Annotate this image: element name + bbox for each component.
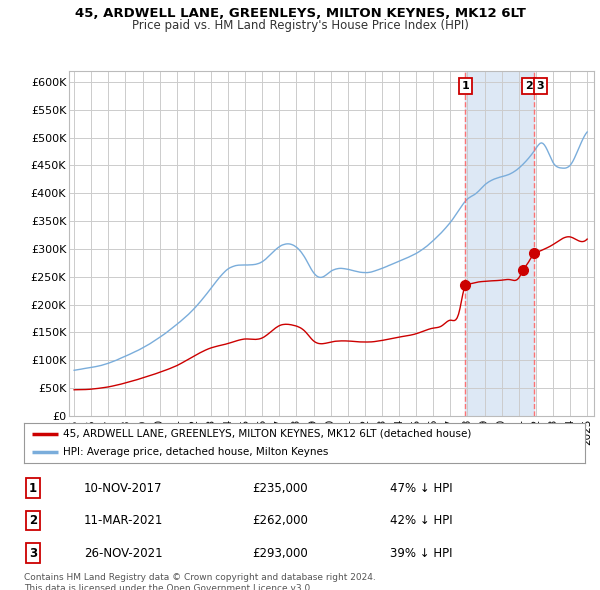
Text: 42% ↓ HPI: 42% ↓ HPI	[390, 514, 452, 527]
Text: 3: 3	[536, 81, 544, 91]
Text: 2: 2	[29, 514, 37, 527]
Text: 45, ARDWELL LANE, GREENLEYS, MILTON KEYNES, MK12 6LT: 45, ARDWELL LANE, GREENLEYS, MILTON KEYN…	[74, 7, 526, 20]
Text: £293,000: £293,000	[252, 546, 308, 560]
Text: 10-NOV-2017: 10-NOV-2017	[84, 481, 163, 495]
Text: 1: 1	[461, 81, 469, 91]
Text: 26-NOV-2021: 26-NOV-2021	[84, 546, 163, 560]
Text: 1: 1	[29, 481, 37, 495]
Text: £262,000: £262,000	[252, 514, 308, 527]
Text: Contains HM Land Registry data © Crown copyright and database right 2024.
This d: Contains HM Land Registry data © Crown c…	[24, 573, 376, 590]
Text: 2: 2	[524, 81, 532, 91]
Text: £235,000: £235,000	[252, 481, 308, 495]
Text: Price paid vs. HM Land Registry's House Price Index (HPI): Price paid vs. HM Land Registry's House …	[131, 19, 469, 32]
Text: 11-MAR-2021: 11-MAR-2021	[84, 514, 163, 527]
Text: HPI: Average price, detached house, Milton Keynes: HPI: Average price, detached house, Milt…	[63, 447, 329, 457]
Text: 39% ↓ HPI: 39% ↓ HPI	[390, 546, 452, 560]
Text: 3: 3	[29, 546, 37, 560]
Text: 47% ↓ HPI: 47% ↓ HPI	[390, 481, 452, 495]
Text: 45, ARDWELL LANE, GREENLEYS, MILTON KEYNES, MK12 6LT (detached house): 45, ARDWELL LANE, GREENLEYS, MILTON KEYN…	[63, 429, 472, 439]
Bar	[466, 71, 535, 416]
